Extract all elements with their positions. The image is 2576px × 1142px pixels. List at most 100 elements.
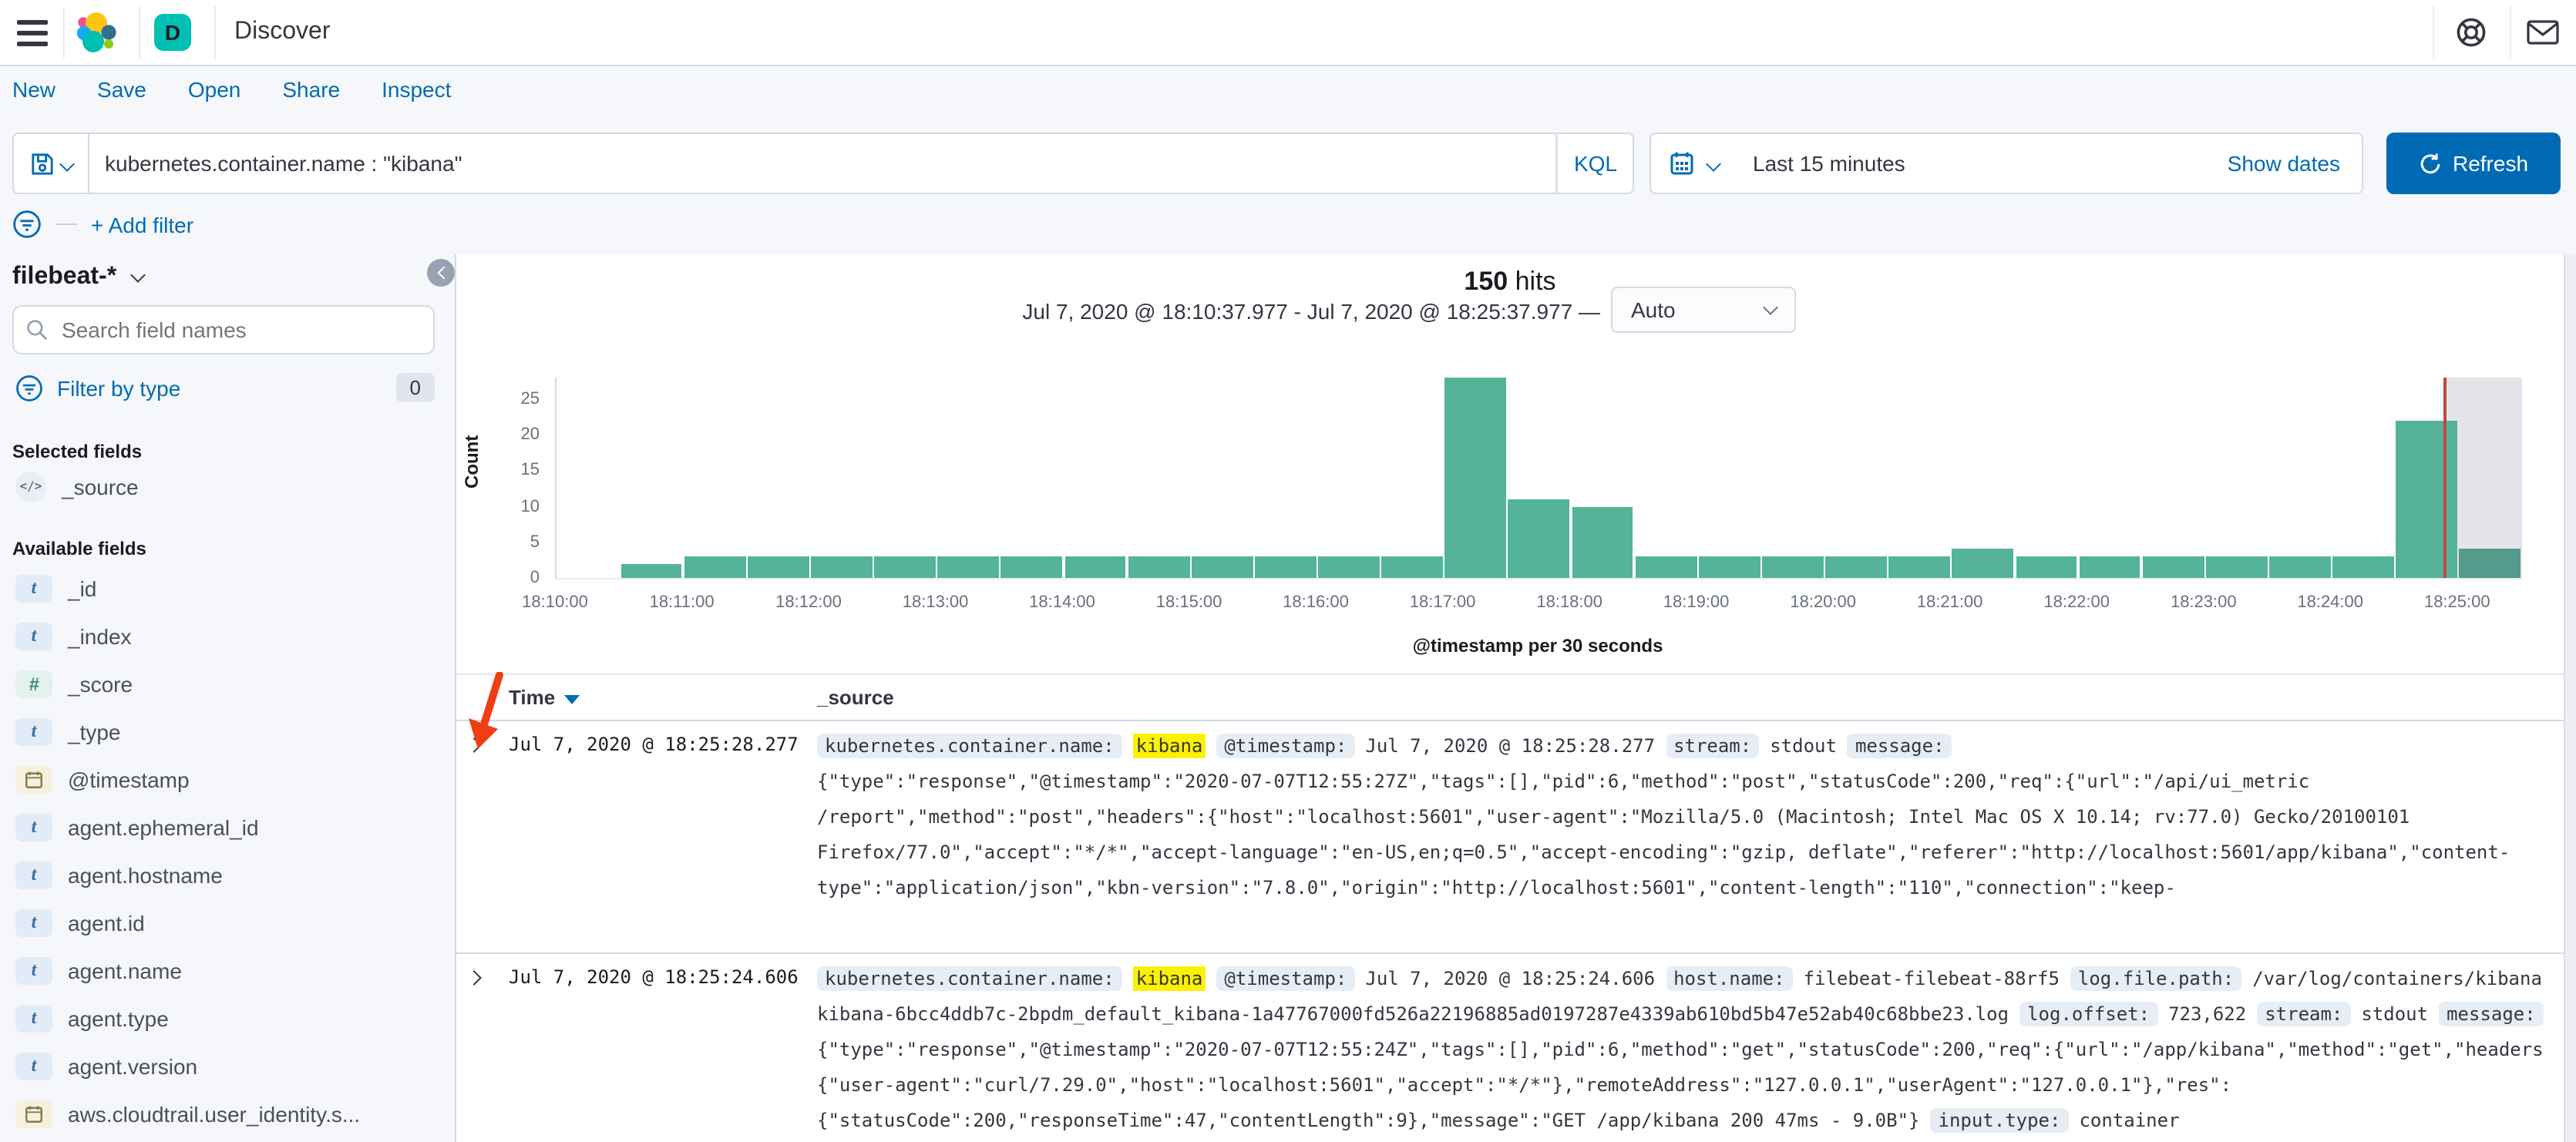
- string-field-icon: t: [15, 1004, 52, 1032]
- field-item-agent.ephemeral_id[interactable]: t agent.ephemeral_id: [0, 803, 447, 851]
- saved-query-menu-button[interactable]: [12, 133, 89, 194]
- string-field-icon: t: [15, 813, 52, 841]
- collapse-sidebar-button[interactable]: [427, 259, 455, 287]
- query-language-button[interactable]: KQL: [1557, 133, 1634, 194]
- string-field-icon: t: [15, 574, 52, 602]
- field-label: _score: [68, 671, 133, 696]
- field-item-aws.cloudtrail.user_identity.s...[interactable]: aws.cloudtrail.user_identity.s...: [0, 1090, 447, 1137]
- histogram-bar-18:14:30[interactable]: [1128, 556, 1190, 578]
- string-field-icon: t: [15, 1052, 52, 1080]
- space-avatar[interactable]: D: [154, 14, 191, 51]
- histogram-bar-18:11:00[interactable]: [684, 556, 746, 578]
- histogram-bar-18:19:30[interactable]: [1762, 556, 1824, 578]
- field-item-_score[interactable]: # _score: [0, 660, 447, 707]
- histogram-bar-18:15:00[interactable]: [1191, 556, 1253, 578]
- field-item-agent.hostname[interactable]: t agent.hostname: [0, 851, 447, 898]
- scrollbar[interactable]: [2564, 254, 2576, 1142]
- sort-desc-icon: [564, 695, 580, 704]
- field-item-agent.version[interactable]: t agent.version: [0, 1042, 447, 1090]
- nav-open[interactable]: Open: [187, 77, 241, 102]
- field-item-_index[interactable]: t _index: [0, 612, 447, 660]
- histogram-bar-18:12:00[interactable]: [811, 556, 873, 578]
- source-text: Jul 7, 2020 @ 18:25:24.606: [1365, 968, 1656, 989]
- calendar-icon: [1670, 152, 1693, 175]
- field-item-_source[interactable]: </> _source: [0, 462, 447, 510]
- nav-share[interactable]: Share: [282, 77, 341, 102]
- time-picker[interactable]: Last 15 minutes Show dates: [1650, 133, 2363, 194]
- newsfeed-icon[interactable]: [2527, 20, 2559, 45]
- histogram-bar-18:19:00[interactable]: [1698, 556, 1760, 578]
- histogram-bar-18:18:30[interactable]: [1635, 556, 1697, 578]
- histogram-time-range: Jul 7, 2020 @ 18:10:37.977 - Jul 7, 2020…: [1022, 299, 1600, 324]
- query-input[interactable]: [89, 133, 1557, 194]
- histogram-bar-18:23:00[interactable]: [2205, 556, 2268, 578]
- add-filter-button[interactable]: + Add filter: [91, 212, 194, 237]
- histogram-bar-18:22:30[interactable]: [2142, 556, 2204, 578]
- histogram-bar-18:16:30[interactable]: [1381, 556, 1444, 578]
- elastic-logo[interactable]: [74, 11, 117, 54]
- field-name-badge: log.file.path:: [2070, 966, 2242, 991]
- histogram-bar-18:13:00[interactable]: [937, 556, 1000, 578]
- source-text: type":"application/json","kbn-version":"…: [817, 877, 2176, 898]
- source-text: stdout: [1770, 735, 1837, 757]
- x-tick-label: 18:20:00: [1790, 593, 1857, 612]
- field-search-input[interactable]: [59, 316, 388, 344]
- field-label: agent.name: [68, 958, 182, 982]
- field-label: aws.cloudtrail.user_identity.s...: [68, 1101, 361, 1126]
- histogram-bar-18:25:00[interactable]: [2459, 549, 2521, 578]
- nav-new[interactable]: New: [12, 77, 56, 102]
- column-header-source: _source: [817, 686, 894, 709]
- field-item-agent.type[interactable]: t agent.type: [0, 994, 447, 1042]
- y-tick-label: 10: [520, 497, 540, 516]
- annotation-arrow-icon: [469, 672, 503, 749]
- filter-by-type-button[interactable]: Filter by type: [57, 375, 181, 400]
- field-item-_type[interactable]: t _type: [0, 707, 447, 755]
- source-text: {"type":"response","@timestamp":"2020-07…: [817, 1039, 2544, 1060]
- histogram-bar-18:21:30[interactable]: [2016, 556, 2077, 578]
- field-item-@timestamp[interactable]: @timestamp: [0, 755, 447, 803]
- histogram-bar-18:10:30[interactable]: [620, 563, 682, 578]
- help-icon[interactable]: [2454, 15, 2488, 49]
- refresh-button[interactable]: Refresh: [2386, 133, 2561, 194]
- histogram-bar-18:17:30[interactable]: [1508, 499, 1570, 578]
- nav-inspect[interactable]: Inspect: [382, 77, 452, 102]
- field-item-azure.auditlogs.properties.ac...[interactable]: azure.auditlogs.properties.ac...: [0, 1137, 447, 1142]
- selected-fields-list: </> _source: [0, 462, 447, 510]
- histogram-bar-18:24:30[interactable]: [2396, 420, 2458, 578]
- show-dates-button[interactable]: Show dates: [2227, 151, 2340, 176]
- histogram-bar-18:12:30[interactable]: [874, 556, 936, 578]
- column-header-time[interactable]: Time: [509, 686, 580, 709]
- highlighted-value: kibana: [1132, 734, 1206, 758]
- histogram-bar-18:18:00[interactable]: [1572, 506, 1633, 578]
- histogram-bar-18:22:00[interactable]: [2079, 556, 2141, 578]
- x-tick-label: 18:14:00: [1029, 593, 1095, 612]
- y-tick-label: 0: [530, 569, 540, 587]
- refresh-icon: [2420, 153, 2440, 173]
- histogram-bar-18:11:30[interactable]: [747, 556, 809, 578]
- histogram-bar-18:17:00[interactable]: [1444, 378, 1507, 578]
- field-item-agent.name[interactable]: t agent.name: [0, 946, 447, 994]
- field-item-_id[interactable]: t _id: [0, 564, 447, 612]
- histogram-bar-18:20:00[interactable]: [1825, 556, 1887, 578]
- histogram-bar-18:24:00[interactable]: [2332, 556, 2394, 578]
- histogram-bar-18:15:30[interactable]: [1254, 556, 1317, 578]
- source-field-icon: </>: [15, 471, 46, 502]
- histogram-bar-18:14:00[interactable]: [1064, 556, 1126, 578]
- histogram-bar-18:20:30[interactable]: [1888, 556, 1951, 578]
- histogram-chart[interactable]: [555, 378, 2522, 579]
- field-label: agent.ephemeral_id: [68, 815, 259, 839]
- histogram-bar-18:13:30[interactable]: [1000, 556, 1063, 578]
- time-range-value[interactable]: Last 15 minutes: [1753, 151, 1905, 176]
- filter-icon[interactable]: [12, 210, 42, 239]
- nav-save[interactable]: Save: [97, 77, 146, 102]
- available-fields-heading: Available fields: [12, 538, 146, 559]
- histogram-bar-18:16:00[interactable]: [1318, 556, 1380, 578]
- interval-select[interactable]: Auto: [1611, 287, 1796, 333]
- index-pattern-switcher[interactable]: filebeat-*: [12, 264, 146, 291]
- filter-icon: [16, 375, 42, 401]
- string-field-icon: t: [15, 717, 52, 745]
- field-item-agent.id[interactable]: t agent.id: [0, 898, 447, 946]
- menu-icon[interactable]: [17, 20, 48, 52]
- histogram-bar-18:21:00[interactable]: [1952, 549, 2014, 578]
- histogram-bar-18:23:30[interactable]: [2269, 556, 2331, 578]
